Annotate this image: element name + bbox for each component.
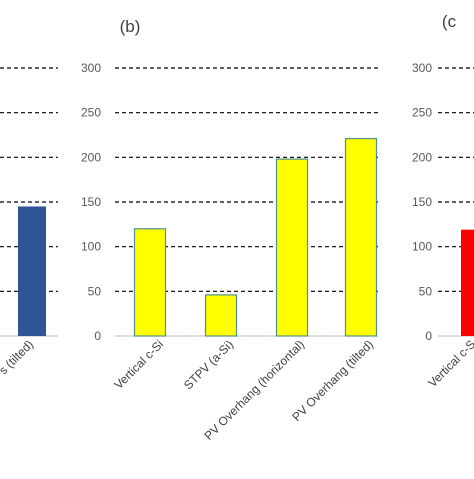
panel-label: (b) (120, 17, 141, 36)
y-tick-label: 50 (419, 284, 433, 298)
category-label: s (tilted) (0, 337, 36, 377)
y-tick-label: 0 (94, 329, 101, 343)
bar (344, 137, 378, 337)
chart-panel-3: 0 50 100 150 200 250 300 Vertical c-S (c (412, 12, 474, 390)
y-tick-label: 0 (425, 329, 432, 343)
bar (18, 206, 46, 336)
bar (204, 294, 238, 337)
y-tick-label: 300 (81, 61, 101, 75)
y-tick-label: 200 (81, 150, 101, 164)
bar (275, 158, 309, 337)
chart-panel-1: s (tilted) (0, 67, 58, 377)
y-tick-label: 100 (412, 240, 432, 254)
category-label: Vertical c-S (425, 337, 474, 390)
y-tick-label: 150 (81, 195, 101, 209)
category-label: Vertical c-Si (111, 337, 166, 392)
y-tick-label: 250 (412, 106, 432, 120)
y-tick-label: 100 (81, 240, 101, 254)
bar (133, 228, 167, 337)
chart-panel-2: 0 50 100 150 200 250 300 Vertical c-Si STPV (a-S… (81, 17, 378, 443)
category-label: STPV (a-Si) (181, 337, 236, 392)
y-tick-label: 150 (412, 195, 432, 209)
y-tick-label: 300 (412, 61, 432, 75)
y-tick-label: 250 (81, 106, 101, 120)
bar (461, 229, 474, 336)
panel-label: (c (442, 12, 457, 31)
y-tick-label: 50 (88, 284, 102, 298)
y-tick-label: 200 (412, 150, 432, 164)
